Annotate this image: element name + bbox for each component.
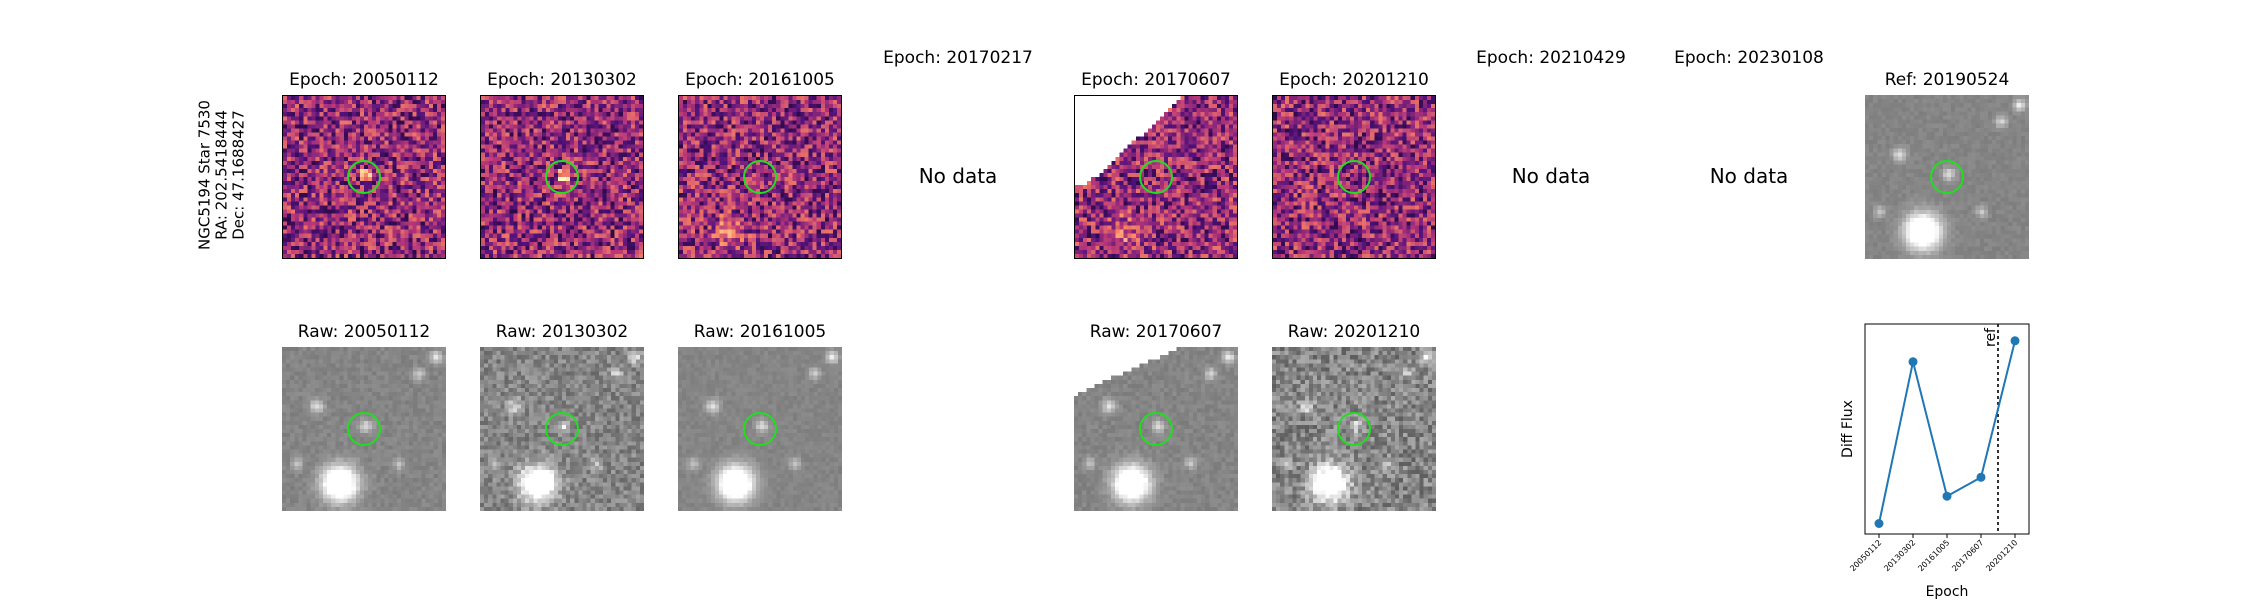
ref-title: Ref: 20190524 <box>1884 70 2010 90</box>
light-curve-chart: ref 200501122013030220161005201706072020… <box>1840 323 2030 600</box>
x-tick-label-20201210: 20201210 <box>1984 538 2019 573</box>
no-data-label-1: No data <box>918 164 998 188</box>
target-circle <box>347 160 381 194</box>
target-circle <box>545 412 579 446</box>
x-tick-label-20130302: 20130302 <box>1882 538 1917 573</box>
y-axis-label: Diff Flux <box>1840 400 1856 458</box>
x-tick-label-20161005: 20161005 <box>1916 538 1951 573</box>
star-dec: Dec: 47.1688427 <box>229 110 248 240</box>
flux-point-20170607 <box>1976 472 1986 482</box>
epoch-title-6: Epoch: 20201210 <box>1279 70 1429 90</box>
flux-point-20161005 <box>1942 491 1952 501</box>
target-circle <box>1337 160 1371 194</box>
x-tick-label-20170607: 20170607 <box>1950 538 1985 573</box>
target-circle <box>1139 160 1173 194</box>
flux-point-20130302 <box>1908 357 1918 367</box>
epoch-title-7: Epoch: 20210429 <box>1476 48 1626 68</box>
diff-panel-20201210 <box>1272 95 1436 259</box>
target-circle <box>1337 412 1371 446</box>
raw-title-5: Raw: 20201210 <box>1287 322 1421 342</box>
ref-panel-20190524 <box>1865 95 2029 259</box>
epoch-title-3: Epoch: 20161005 <box>685 70 835 90</box>
diff-panel-20161005 <box>678 95 842 259</box>
raw-panel-20161005 <box>678 347 842 511</box>
raw-title-4: Raw: 20170607 <box>1089 322 1223 342</box>
x-tick-label-20050112: 20050112 <box>1848 538 1883 573</box>
epoch-title-2: Epoch: 20130302 <box>487 70 637 90</box>
target-circle <box>545 160 579 194</box>
no-data-label-3: No data <box>1709 164 1789 188</box>
raw-title-1: Raw: 20050112 <box>297 322 431 342</box>
raw-panel-20201210 <box>1272 347 1436 511</box>
flux-point-20201210 <box>2010 336 2020 346</box>
diff-panel-20050112 <box>282 95 446 259</box>
x-axis-label: Epoch <box>1926 584 1969 600</box>
raw-panel-20050112 <box>282 347 446 511</box>
diff-panel-20130302 <box>480 95 644 259</box>
epoch-title-4: Epoch: 20170217 <box>883 48 1033 68</box>
target-circle <box>1930 160 1964 194</box>
star-name: NGC5194 Star 7530 <box>195 100 214 250</box>
ref-marker-label: ref <box>1983 327 1999 347</box>
raw-panel-20170607 <box>1074 347 1238 511</box>
raw-title-2: Raw: 20130302 <box>495 322 629 342</box>
plot-frame <box>1864 323 2030 535</box>
epoch-title-5: Epoch: 20170607 <box>1081 70 1231 90</box>
epoch-title-8: Epoch: 20230108 <box>1674 48 1824 68</box>
star-ra: RA: 202.5418444 <box>212 110 231 240</box>
raw-title-3: Raw: 20161005 <box>693 322 827 342</box>
raw-panel-20130302 <box>480 347 644 511</box>
target-circle <box>347 412 381 446</box>
target-circle <box>743 412 777 446</box>
no-data-label-2: No data <box>1511 164 1591 188</box>
target-circle <box>743 160 777 194</box>
diff-panel-20170607 <box>1074 95 1238 259</box>
target-circle <box>1139 412 1173 446</box>
epoch-title-1: Epoch: 20050112 <box>289 70 439 90</box>
flux-point-20050112 <box>1874 519 1884 528</box>
